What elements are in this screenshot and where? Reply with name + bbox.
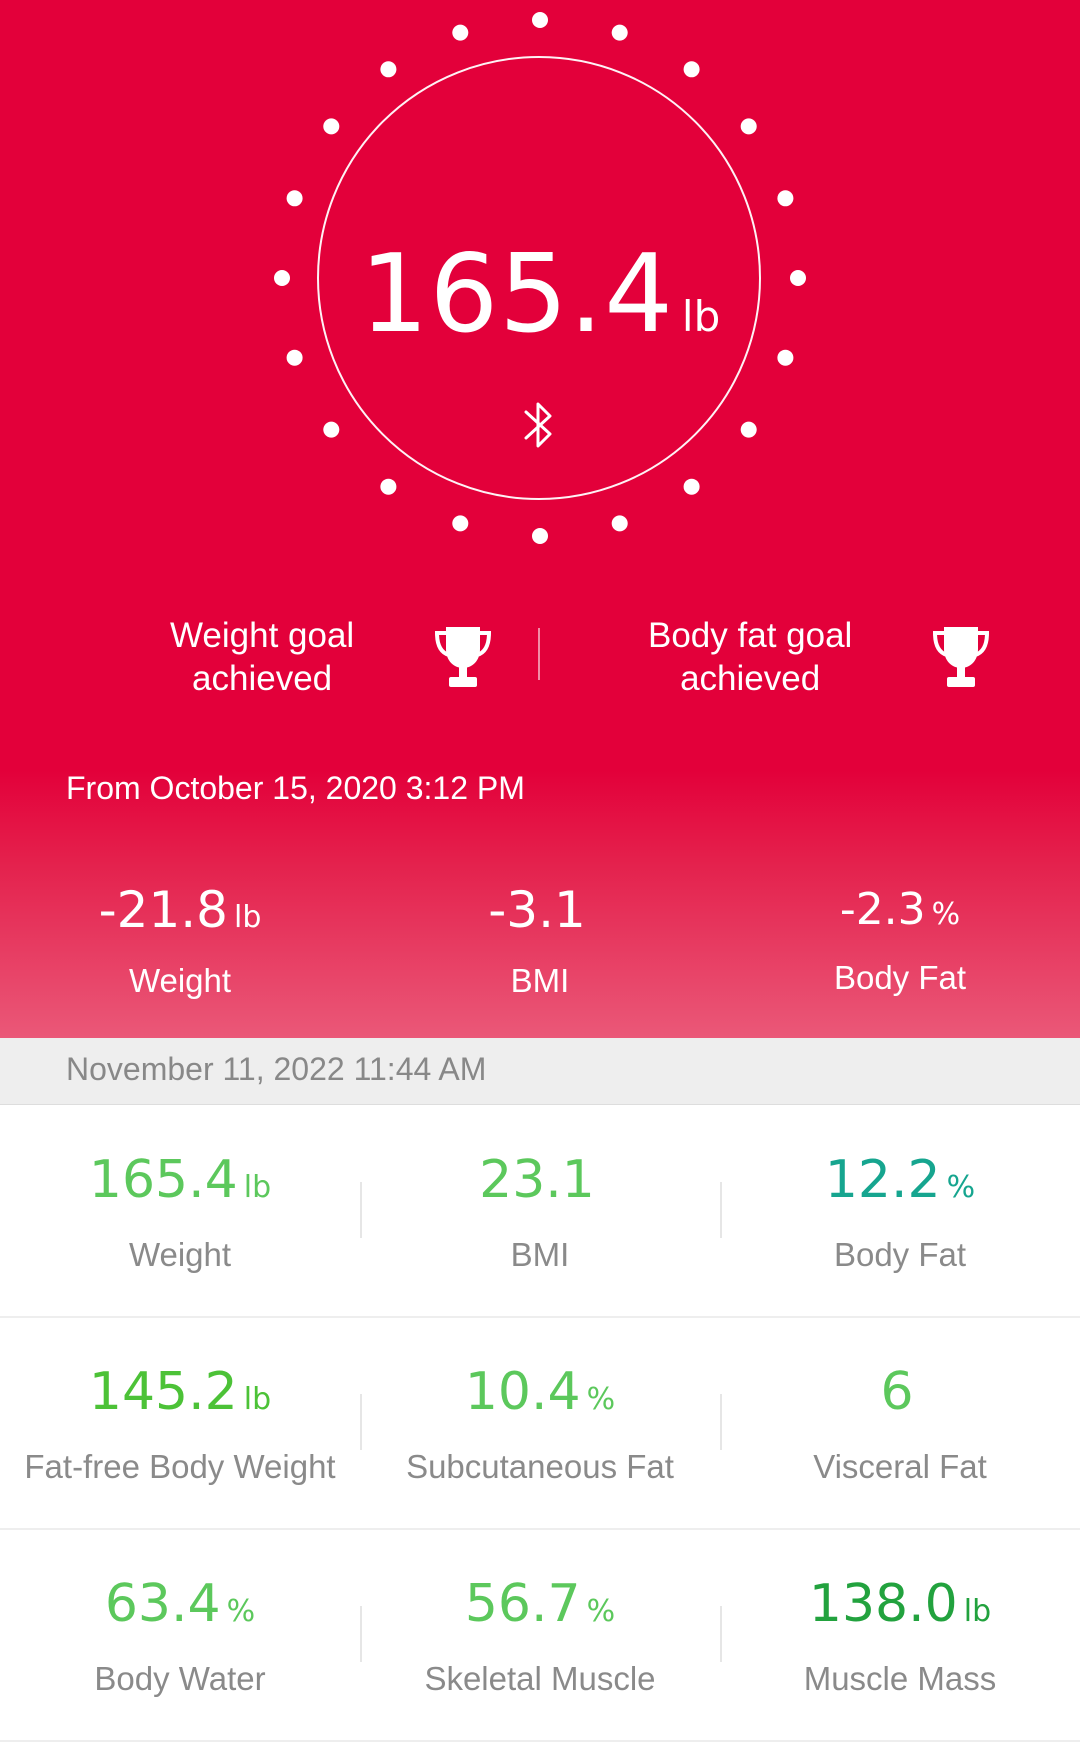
- metric-subcutaneous-fat[interactable]: 10.4% Subcutaneous Fat: [360, 1316, 720, 1528]
- trophy-icon: [933, 627, 990, 687]
- progress-dot: [683, 478, 700, 495]
- weight-goal-label: Weight goal achieved: [170, 614, 354, 700]
- progress-dot: [532, 528, 548, 544]
- metric-unit: %: [226, 1594, 256, 1629]
- metric-label: Weight: [128, 1236, 232, 1273]
- current-weight-unit: lb: [681, 292, 721, 341]
- hero-panel: 165.4 lb Weight goal achieved Body fat go…: [0, 0, 1080, 1038]
- body-fat-goal-label: Body fat goal achieved: [648, 614, 852, 700]
- metric-value: 6: [880, 1362, 914, 1422]
- trophy-icon: [435, 627, 492, 687]
- progress-dot: [683, 61, 700, 78]
- metric-value: 23.1: [479, 1150, 595, 1210]
- progress-dots: [274, 12, 806, 544]
- metric-label: Visceral Fat: [813, 1448, 987, 1485]
- metric-muscle-mass[interactable]: 138.0 lb Muscle Mass: [720, 1528, 1080, 1740]
- progress-dot: [611, 24, 628, 41]
- progress-dot: [740, 118, 757, 135]
- metric-label: Subcutaneous Fat: [406, 1448, 674, 1485]
- change-summary: -21.8 lb Weight -3.1 BMI -2.3% Body Fat: [0, 880, 1080, 1010]
- body-fat-change-label: Body Fat: [833, 959, 967, 996]
- metric-label: Muscle Mass: [803, 1660, 997, 1697]
- metric-value: 10.4: [464, 1362, 581, 1422]
- weight-change-label: Weight: [128, 962, 232, 999]
- record-date-bar: November 11, 2022 11:44 AM: [0, 1038, 1080, 1105]
- progress-dot: [452, 515, 469, 532]
- metric-label: Skeletal Muscle: [424, 1660, 656, 1697]
- metric-value: 145.2: [88, 1362, 238, 1422]
- progress-dot: [777, 349, 794, 366]
- metric-weight[interactable]: 165.4 lb Weight: [0, 1104, 360, 1316]
- current-weight: 165.4 lb: [0, 232, 1080, 357]
- bmi-change-value: -3.1: [488, 881, 586, 939]
- metric-body-fat[interactable]: 12.2% Body Fat: [720, 1104, 1080, 1316]
- metric-value: 165.4: [88, 1150, 238, 1210]
- body-fat-goal-line2: achieved: [680, 659, 821, 698]
- weight-change: -21.8 lb Weight: [0, 880, 360, 1000]
- weight-change-unit: lb: [233, 900, 262, 935]
- column-divider: [360, 1606, 362, 1662]
- from-date: From October 15, 2020 3:12 PM: [66, 770, 525, 806]
- current-weight-value: 165.4: [359, 232, 674, 357]
- progress-dot: [286, 190, 303, 207]
- progress-dot: [380, 61, 397, 78]
- column-divider: [720, 1182, 722, 1238]
- metric-value: 56.7: [464, 1574, 581, 1634]
- body-fat-change-value: -2.3: [839, 884, 926, 935]
- record-date: November 11, 2022 11:44 AM: [66, 1051, 487, 1087]
- metric-unit: %: [586, 1382, 616, 1417]
- progress-dot: [274, 270, 290, 286]
- body-fat-goal-achieved: Body fat goal achieved: [648, 612, 990, 702]
- bmi-change-label: BMI: [510, 962, 570, 999]
- metric-visceral-fat[interactable]: 6 Visceral Fat: [720, 1316, 1080, 1528]
- progress-dot: [740, 421, 757, 438]
- weight-goal-achieved: Weight goal achieved: [170, 612, 492, 702]
- progress-dot: [380, 478, 397, 495]
- column-divider: [360, 1182, 362, 1238]
- metric-skeletal-muscle[interactable]: 56.7% Skeletal Muscle: [360, 1528, 720, 1740]
- column-divider: [720, 1606, 722, 1662]
- progress-dot: [452, 24, 469, 41]
- metric-unit: lb: [243, 1382, 272, 1417]
- weight-change-value: -21.8: [98, 881, 228, 939]
- column-divider: [720, 1394, 722, 1450]
- progress-dot: [286, 349, 303, 366]
- progress-dot: [323, 421, 340, 438]
- metric-unit: %: [946, 1170, 976, 1205]
- metric-row: 145.2 lb Fat-free Body Weight 10.4% Subcutan…: [0, 1316, 1080, 1530]
- metric-label: BMI: [510, 1236, 570, 1273]
- metric-unit: lb: [243, 1170, 272, 1205]
- metric-value: 12.2: [824, 1150, 941, 1210]
- metric-label: Body Water: [94, 1660, 266, 1697]
- weight-ring: [317, 56, 761, 500]
- metric-fat-free-body-weight[interactable]: 145.2 lb Fat-free Body Weight: [0, 1316, 360, 1528]
- metric-body-water[interactable]: 63.4% Body Water: [0, 1528, 360, 1740]
- metric-label: Fat-free Body Weight: [24, 1448, 336, 1485]
- metric-row: 63.4% Body Water 56.7% Skeletal Muscle 138.0…: [0, 1528, 1080, 1742]
- goal-divider: [538, 628, 540, 680]
- weight-goal-line1: Weight goal: [170, 616, 355, 655]
- metric-unit: lb: [963, 1594, 992, 1629]
- weight-goal-line2: achieved: [192, 659, 333, 698]
- progress-dot: [790, 270, 806, 286]
- progress-dot: [611, 515, 628, 532]
- progress-dot: [532, 12, 548, 28]
- body-fat-change-unit: %: [931, 897, 961, 932]
- body-fat-goal-line1: Body fat goal: [648, 616, 853, 655]
- bluetooth-icon[interactable]: [520, 396, 558, 454]
- metric-bmi[interactable]: 23.1 BMI: [360, 1104, 720, 1316]
- body-fat-change: -2.3% Body Fat: [720, 880, 1080, 997]
- column-divider: [360, 1394, 362, 1450]
- metric-value: 138.0: [808, 1574, 958, 1634]
- bmi-change: -3.1 BMI: [360, 880, 720, 1000]
- progress-dot: [323, 118, 340, 135]
- metric-unit: %: [586, 1594, 616, 1629]
- metric-label: Body Fat: [833, 1236, 967, 1273]
- progress-dot: [777, 190, 794, 207]
- metric-value: 63.4: [104, 1574, 221, 1634]
- metric-row: 165.4 lb Weight 23.1 BMI 12.2% Body Fat: [0, 1104, 1080, 1318]
